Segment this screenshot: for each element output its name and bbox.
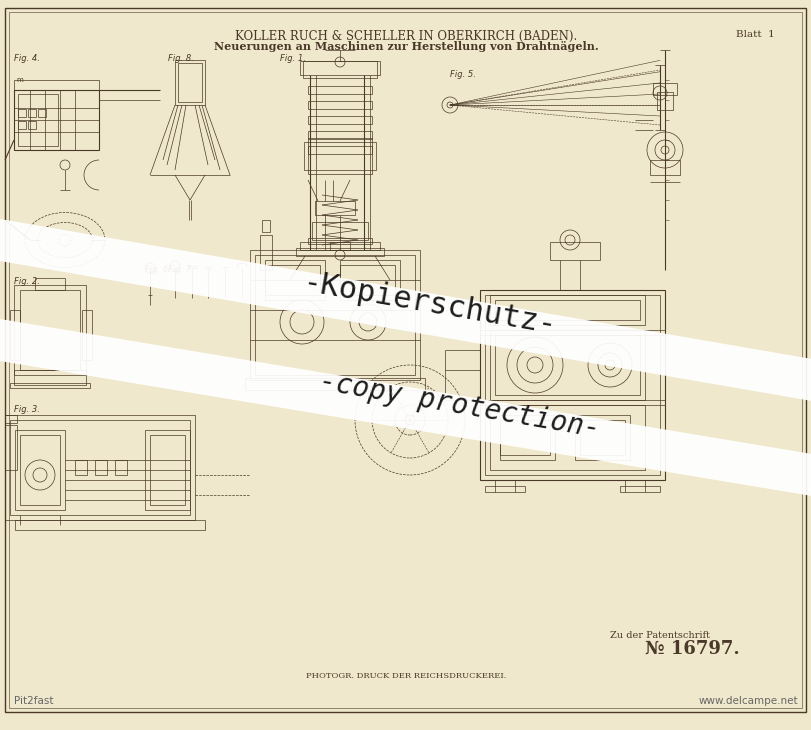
Bar (296, 248, 384, 256)
Bar (14, 90, 99, 150)
Bar (307, 101, 371, 109)
Bar (28, 121, 36, 129)
Bar (10, 420, 190, 515)
Text: www.delcampe.net: www.delcampe.net (697, 696, 797, 706)
Bar (20, 435, 60, 505)
Bar (14, 285, 86, 375)
Bar (307, 131, 371, 139)
Text: Zu der Patentschrift: Zu der Patentschrift (609, 631, 709, 640)
Text: Fig. 8.: Fig. 8. (168, 54, 194, 63)
Bar (5, 415, 17, 423)
Polygon shape (0, 219, 811, 401)
Bar (495, 300, 639, 320)
Bar (15, 520, 204, 530)
Bar (82, 310, 92, 360)
Text: Fig. 4.: Fig. 4. (14, 54, 40, 63)
Text: -copy protection-: -copy protection- (317, 367, 602, 443)
Bar (150, 435, 185, 505)
Bar (315, 201, 354, 215)
Bar (574, 415, 629, 460)
Bar (95, 460, 107, 475)
Bar (178, 63, 202, 102)
Bar (489, 295, 644, 325)
Bar (340, 260, 400, 300)
Bar (175, 60, 204, 105)
Bar (652, 83, 676, 95)
Bar (484, 486, 525, 492)
Bar (307, 146, 371, 154)
Bar (579, 420, 624, 455)
Bar (264, 265, 320, 295)
Bar (15, 430, 65, 510)
Bar (489, 405, 644, 470)
Text: KOLLER RUCH & SCHELLER IN OBERKIRCH (BADEN).: KOLLER RUCH & SCHELLER IN OBERKIRCH (BAD… (234, 30, 577, 43)
Text: Blatt  1: Blatt 1 (736, 30, 774, 39)
Bar (656, 92, 672, 110)
Bar (307, 238, 371, 244)
Bar (260, 235, 272, 270)
Bar (495, 335, 639, 395)
Text: Fig. 1.: Fig. 1. (280, 54, 306, 63)
Bar (75, 460, 87, 475)
Text: Fig. 2.: Fig. 2. (14, 277, 40, 286)
Bar (245, 378, 424, 390)
Bar (307, 116, 371, 124)
Bar (20, 290, 80, 370)
Bar (14, 80, 99, 90)
Bar (620, 486, 659, 492)
Text: Neuerungen an Maschinen zur Herstellung von Drahtnägeln.: Neuerungen an Maschinen zur Herstellung … (213, 41, 598, 52)
Text: Pit2fast: Pit2fast (14, 696, 54, 706)
Polygon shape (0, 319, 811, 496)
Bar (303, 61, 376, 78)
Bar (311, 222, 367, 240)
Text: m: m (16, 77, 24, 83)
Bar (500, 420, 549, 455)
Bar (10, 310, 20, 360)
Bar (255, 255, 414, 375)
Bar (649, 160, 679, 175)
Bar (489, 330, 644, 400)
Bar (299, 242, 380, 250)
Bar (145, 430, 190, 510)
Bar (35, 278, 65, 290)
Bar (18, 94, 58, 146)
Bar (5, 425, 17, 470)
Bar (549, 242, 599, 260)
Bar (18, 109, 26, 117)
Text: Fig. 3.: Fig. 3. (14, 405, 40, 414)
Bar (329, 242, 350, 250)
Bar (340, 265, 394, 295)
Bar (500, 415, 554, 460)
Bar (115, 460, 127, 475)
Bar (299, 61, 380, 75)
Text: № 16797.: № 16797. (645, 640, 739, 658)
Text: Fig. 6.: Fig. 6. (145, 265, 170, 274)
Bar (307, 138, 371, 174)
Bar (10, 383, 90, 388)
Bar (38, 109, 46, 117)
Text: Fig. 5.: Fig. 5. (449, 70, 475, 79)
Bar (264, 260, 324, 300)
Bar (5, 415, 195, 520)
Bar (250, 250, 419, 380)
Bar (484, 295, 659, 475)
Bar (14, 370, 86, 385)
Bar (18, 121, 26, 129)
Text: -Kopierschutz-: -Kopierschutz- (300, 269, 559, 341)
Text: Fig. 7.: Fig. 7. (168, 265, 194, 274)
Bar (262, 220, 270, 232)
Bar (479, 290, 664, 480)
Bar (303, 142, 375, 170)
Bar (307, 86, 371, 94)
Bar (28, 109, 36, 117)
Text: PHOTOGR. DRUCK DER REICHSDRUCKEREI.: PHOTOGR. DRUCK DER REICHSDRUCKEREI. (306, 672, 505, 680)
